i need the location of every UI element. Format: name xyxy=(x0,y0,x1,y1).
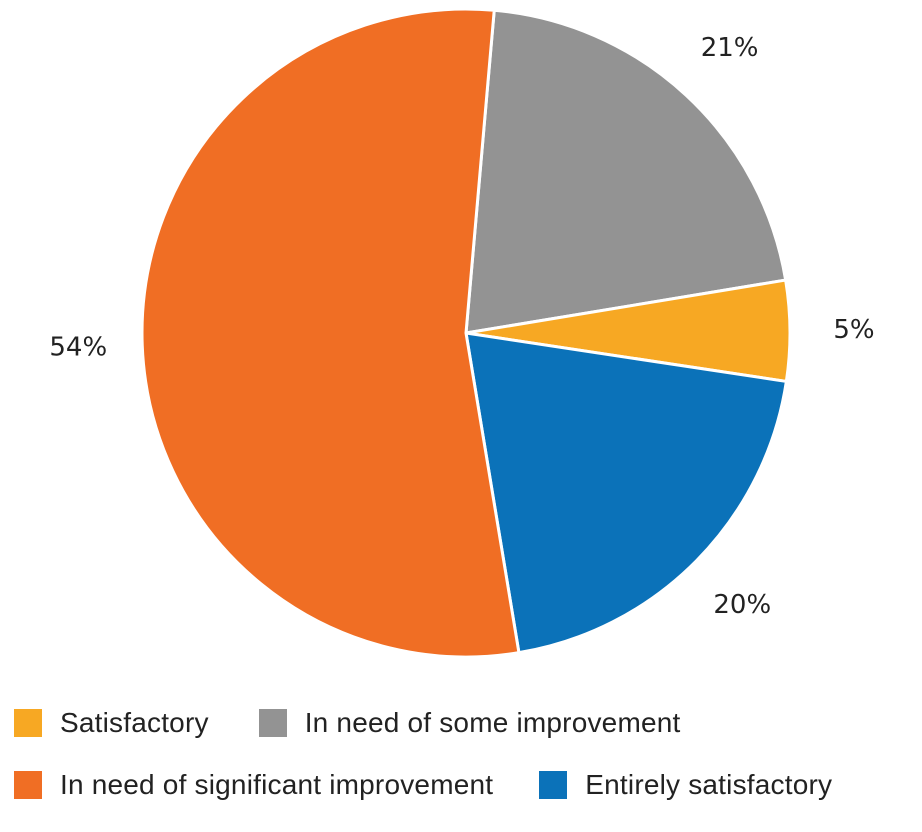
pie-chart: 21% 5% 20% 54% xyxy=(49,7,875,659)
pie-label-entirely-satisfactory: 20% xyxy=(713,590,771,620)
legend-row: Satisfactory In need of some improvement xyxy=(14,707,922,739)
pie-slices xyxy=(140,7,792,659)
legend: Satisfactory In need of some improvement… xyxy=(14,707,922,832)
legend-label-significant-improvement: In need of significant improvement xyxy=(60,769,494,800)
legend-swatch-entirely-satisfactory xyxy=(539,771,568,799)
legend-item-significant-improvement: In need of significant improvement xyxy=(14,769,493,801)
pie-label-satisfactory: 5% xyxy=(833,315,874,345)
legend-label-entirely-satisfactory: Entirely satisfactory xyxy=(585,769,833,800)
legend-label-satisfactory: Satisfactory xyxy=(60,707,209,738)
pie-labels: 21% 5% 20% 54% xyxy=(49,33,874,620)
pie-slice-in-need-of-some-improvement xyxy=(464,8,788,335)
pie-slice-in-need-of-significant-improvement xyxy=(140,7,521,659)
legend-item-some-improvement: In need of some improvement xyxy=(258,707,681,739)
legend-item-entirely-satisfactory: Entirely satisfactory xyxy=(539,769,832,801)
legend-item-satisfactory: Satisfactory xyxy=(14,707,209,739)
pie-label-in-need-of-some-improvement: 21% xyxy=(701,33,759,63)
legend-label-some-improvement: In need of some improvement xyxy=(304,707,681,738)
legend-swatch-satisfactory xyxy=(14,709,42,737)
pie-label-in-need-of-significant-improvement: 54% xyxy=(49,332,107,362)
pie-slice-entirely-satisfactory xyxy=(464,331,788,655)
legend-row: In need of significant improvement Entir… xyxy=(14,769,922,801)
legend-swatch-some-improvement xyxy=(258,709,287,737)
legend-swatch-significant-improvement xyxy=(14,771,42,799)
